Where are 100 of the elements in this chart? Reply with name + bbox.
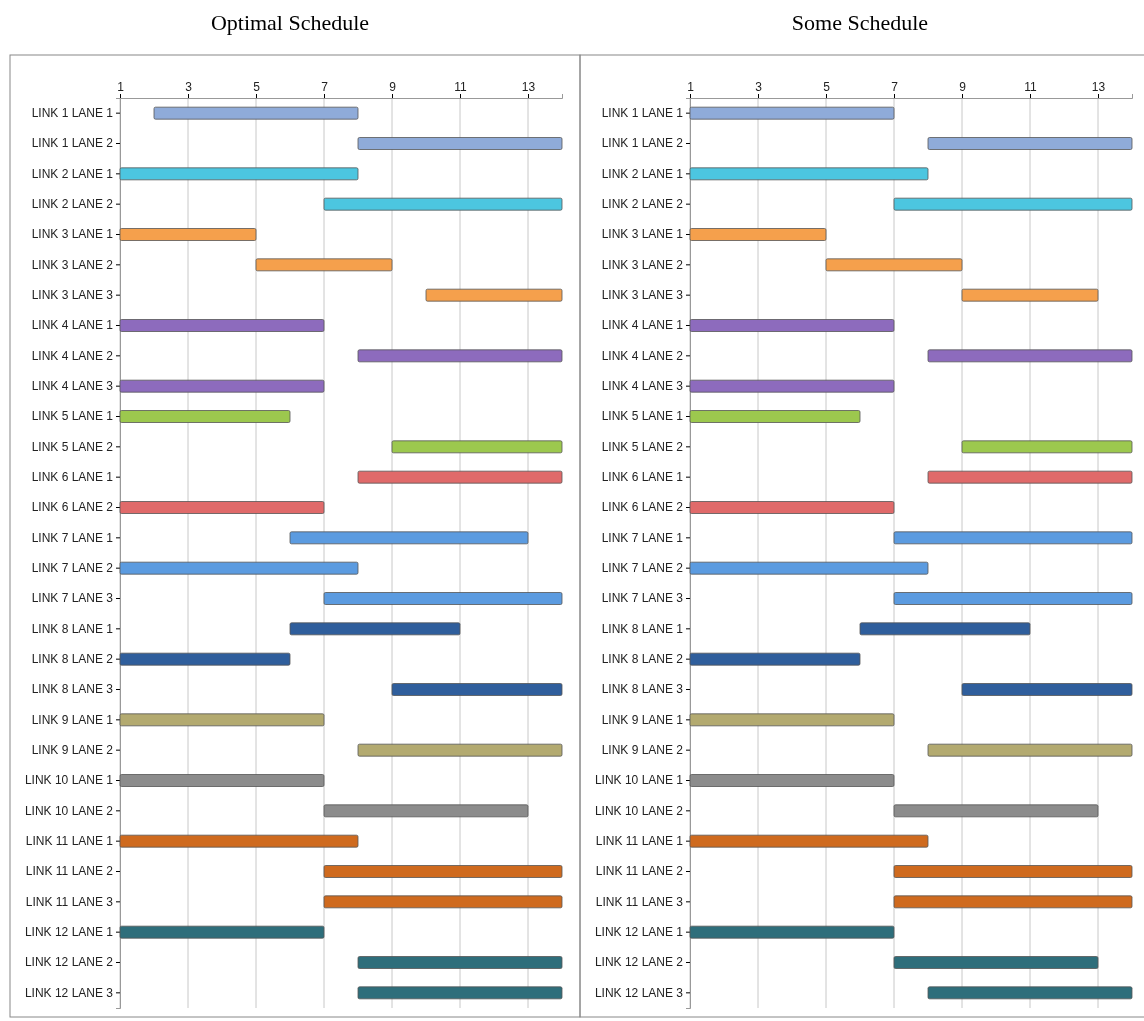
bar [689,410,861,423]
bar [893,197,1133,211]
bar [323,592,563,605]
x-tick-label: 5 [823,80,831,94]
x-tick-label: 9 [389,80,397,94]
bar [323,895,563,909]
y-tick-label: LINK 11 LANE 2 [25,864,114,879]
bar [689,652,861,666]
x-tick-label: 1 [117,80,125,94]
y-tick-label: LINK 4 LANE 2 [31,348,114,363]
bar [927,137,1133,150]
y-tick-label: LINK 6 LANE 2 [601,500,684,515]
bar [689,561,929,575]
x-tick-label: 3 [185,80,193,94]
bar [689,379,895,393]
bar [119,319,325,332]
y-tick-label: LINK 2 LANE 2 [601,197,684,212]
bar [153,106,359,120]
bar [119,167,359,181]
x-tick-label: 1 [687,80,695,94]
y-tick-label: LINK 11 LANE 1 [25,834,114,849]
y-tick-label: LINK 2 LANE 1 [31,166,114,181]
y-tick-label: LINK 11 LANE 2 [595,864,684,879]
y-tick-label: LINK 4 LANE 1 [601,318,684,333]
bar [119,410,291,423]
y-tick-label: LINK 2 LANE 2 [31,197,114,212]
y-tick-label: LINK 10 LANE 1 [24,773,114,788]
y-tick-label: LINK 6 LANE 1 [601,470,684,485]
y-tick-label: LINK 7 LANE 2 [601,561,684,576]
y-tick-label: LINK 5 LANE 1 [601,409,684,424]
y-tick-label: LINK 8 LANE 3 [601,682,684,697]
y-tick-label: LINK 8 LANE 2 [31,652,114,667]
bar [357,349,563,363]
bar [927,986,1133,1000]
y-tick-label: LINK 8 LANE 2 [601,652,684,667]
y-tick-label: LINK 3 LANE 1 [31,227,114,242]
x-tick-label: 13 [1091,80,1106,94]
y-tick-label: LINK 1 LANE 2 [601,136,684,151]
y-tick-label: LINK 10 LANE 2 [594,803,684,818]
bar [323,197,563,211]
bar [859,622,1031,636]
bar [119,925,325,939]
bar [289,622,461,636]
y-tick-label: LINK 6 LANE 1 [31,470,114,485]
y-tick-label: LINK 5 LANE 2 [601,439,684,454]
y-tick-label: LINK 8 LANE 1 [601,621,684,636]
y-tick-label: LINK 3 LANE 3 [31,288,114,303]
y-tick-label: LINK 10 LANE 1 [594,773,684,788]
x-tick-label: 7 [891,80,899,94]
bar [893,592,1133,605]
y-tick-label: LINK 11 LANE 3 [595,894,684,909]
y-tick-label: LINK 11 LANE 3 [25,894,114,909]
y-tick-label: LINK 6 LANE 2 [31,500,114,515]
y-tick-label: LINK 7 LANE 2 [31,561,114,576]
y-tick-label: LINK 10 LANE 2 [24,803,114,818]
bar [927,349,1133,363]
bar [323,804,529,818]
bar [119,228,257,241]
y-tick-label: LINK 4 LANE 2 [601,348,684,363]
bar [289,531,529,545]
bar [893,804,1099,818]
y-tick-label: LINK 12 LANE 2 [24,955,114,970]
bar [255,258,393,272]
y-tick-label: LINK 8 LANE 1 [31,621,114,636]
y-tick-label: LINK 7 LANE 1 [31,530,114,545]
bar [119,379,325,393]
y-tick-label: LINK 12 LANE 2 [594,955,684,970]
bar [391,683,563,696]
x-tick-label: 7 [321,80,329,94]
x-tick-label: 3 [755,80,763,94]
bar [689,713,895,727]
y-tick-label: LINK 12 LANE 1 [594,925,684,940]
y-tick-label: LINK 7 LANE 1 [601,530,684,545]
y-tick-label: LINK 3 LANE 3 [601,288,684,303]
bar [119,713,325,727]
x-tick-label: 13 [521,80,536,94]
y-tick-label: LINK 4 LANE 1 [31,318,114,333]
bar [893,895,1133,909]
bar [119,561,359,575]
x-tick-label: 11 [454,80,468,94]
bar [357,956,563,969]
bar [689,501,895,514]
bar [961,683,1133,696]
y-tick-label: LINK 7 LANE 3 [601,591,684,606]
bar [357,986,563,1000]
bar [927,743,1133,757]
y-tick-label: LINK 9 LANE 2 [601,743,684,758]
bar [689,319,895,332]
y-tick-label: LINK 9 LANE 1 [31,712,114,727]
y-tick-label: LINK 5 LANE 1 [31,409,114,424]
y-tick-label: LINK 5 LANE 2 [31,439,114,454]
y-tick-label: LINK 1 LANE 2 [31,136,114,151]
bar [689,106,895,120]
bar [689,774,895,787]
bar [689,834,929,848]
y-tick-label: LINK 12 LANE 3 [24,985,114,1000]
y-tick-label: LINK 2 LANE 1 [601,166,684,181]
bar [357,743,563,757]
y-tick-label: LINK 4 LANE 3 [601,379,684,394]
bar [893,956,1099,969]
